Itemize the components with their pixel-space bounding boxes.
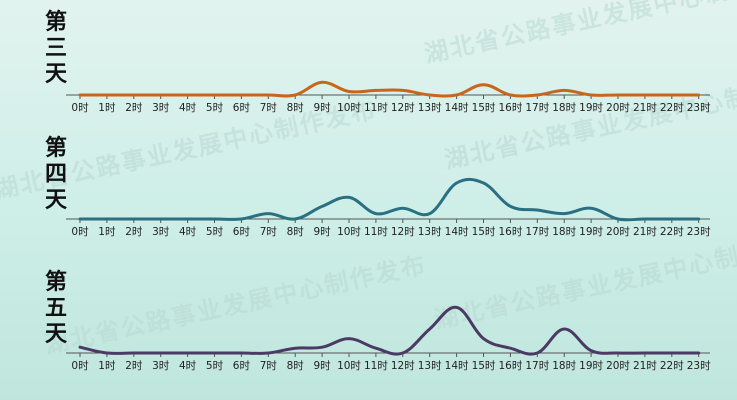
x-tick-label-2-11: 11时 (364, 360, 388, 372)
x-tick-label-1-12: 12时 (391, 226, 415, 238)
x-tick-label-1-1: 1时 (98, 226, 116, 238)
x-tick-label-0-22: 22时 (660, 102, 684, 114)
series-line-2 (78, 305, 701, 356)
x-tick-label-0-17: 17时 (525, 102, 549, 114)
x-tick-label-1-23: 23时 (687, 226, 711, 238)
x-tick-label-1-3: 3时 (152, 226, 170, 238)
day-label-4: 第四天 (44, 136, 67, 213)
series-line-1 (78, 177, 701, 222)
x-tick-label-1-2: 2时 (125, 226, 143, 238)
x-tick-label-1-20: 20时 (606, 226, 630, 238)
x-tick-label-1-18: 18时 (552, 226, 576, 238)
x-tick-label-0-21: 21时 (633, 102, 657, 114)
x-tick-label-0-14: 14时 (445, 102, 469, 114)
x-tick-label-0-18: 18时 (552, 102, 576, 114)
x-tick-label-2-17: 17时 (525, 360, 549, 372)
x-tick-label-2-23: 23时 (687, 360, 711, 372)
x-tick-label-1-15: 15时 (472, 226, 496, 238)
x-tick-label-2-8: 8时 (287, 360, 305, 372)
x-tick-label-1-14: 14时 (445, 226, 469, 238)
x-tick-label-0-2: 2时 (125, 102, 143, 114)
x-tick-label-0-4: 4时 (179, 102, 197, 114)
x-tick-label-1-10: 10时 (337, 226, 361, 238)
x-tick-label-2-4: 4时 (179, 360, 197, 372)
x-tick-label-2-9: 9时 (314, 360, 332, 372)
x-tick-label-1-6: 6时 (233, 226, 251, 238)
x-tick-label-0-7: 7时 (260, 102, 278, 114)
x-tick-label-0-20: 20时 (606, 102, 630, 114)
x-tick-label-1-5: 5时 (206, 226, 224, 238)
x-tick-label-1-7: 7时 (260, 226, 278, 238)
x-tick-label-2-1: 1时 (98, 360, 116, 372)
x-tick-label-0-16: 16时 (498, 102, 522, 114)
x-tick-label-0-13: 13时 (418, 102, 442, 114)
x-tick-label-2-21: 21时 (633, 360, 657, 372)
x-tick-label-1-21: 21时 (633, 226, 657, 238)
x-tick-label-2-13: 13时 (418, 360, 442, 372)
x-tick-label-1-19: 19时 (579, 226, 603, 238)
x-tick-label-0-19: 19时 (579, 102, 603, 114)
x-tick-label-1-16: 16时 (498, 226, 522, 238)
x-tick-label-0-11: 11时 (364, 102, 388, 114)
x-tick-label-1-0: 0时 (71, 226, 89, 238)
x-tick-label-0-15: 15时 (472, 102, 496, 114)
x-tick-label-2-18: 18时 (552, 360, 576, 372)
x-tick-label-1-9: 9时 (314, 226, 332, 238)
x-tick-label-2-2: 2时 (125, 360, 143, 372)
x-tick-label-0-1: 1时 (98, 102, 116, 114)
x-tick-label-1-8: 8时 (287, 226, 305, 238)
x-tick-label-0-3: 3时 (152, 102, 170, 114)
x-tick-label-2-6: 6时 (233, 360, 251, 372)
day-label-3: 第三天 (44, 10, 67, 87)
x-tick-label-0-6: 6时 (233, 102, 251, 114)
x-tick-label-2-7: 7时 (260, 360, 278, 372)
x-tick-label-0-0: 0时 (71, 102, 89, 114)
x-tick-label-0-12: 12时 (391, 102, 415, 114)
x-tick-label-2-14: 14时 (445, 360, 469, 372)
series-line-0 (78, 80, 701, 98)
x-tick-label-0-23: 23时 (687, 102, 711, 114)
x-tick-label-0-9: 9时 (314, 102, 332, 114)
x-tick-label-1-17: 17时 (525, 226, 549, 238)
x-tick-label-2-15: 15时 (472, 360, 496, 372)
x-tick-label-2-5: 5时 (206, 360, 224, 372)
x-tick-label-0-10: 10时 (337, 102, 361, 114)
x-tick-label-2-12: 12时 (391, 360, 415, 372)
x-tick-label-2-20: 20时 (606, 360, 630, 372)
x-tick-label-2-10: 10时 (337, 360, 361, 372)
x-tick-label-0-5: 5时 (206, 102, 224, 114)
x-tick-label-2-22: 22时 (660, 360, 684, 372)
x-tick-label-2-3: 3时 (152, 360, 170, 372)
x-tick-label-1-11: 11时 (364, 226, 388, 238)
x-tick-label-2-19: 19时 (579, 360, 603, 372)
x-tick-label-2-0: 0时 (71, 360, 89, 372)
day-label-5: 第五天 (44, 270, 67, 347)
x-tick-label-1-4: 4时 (179, 226, 197, 238)
x-tick-label-1-13: 13时 (418, 226, 442, 238)
x-tick-label-0-8: 8时 (287, 102, 305, 114)
x-tick-label-2-16: 16时 (498, 360, 522, 372)
x-tick-label-1-22: 22时 (660, 226, 684, 238)
